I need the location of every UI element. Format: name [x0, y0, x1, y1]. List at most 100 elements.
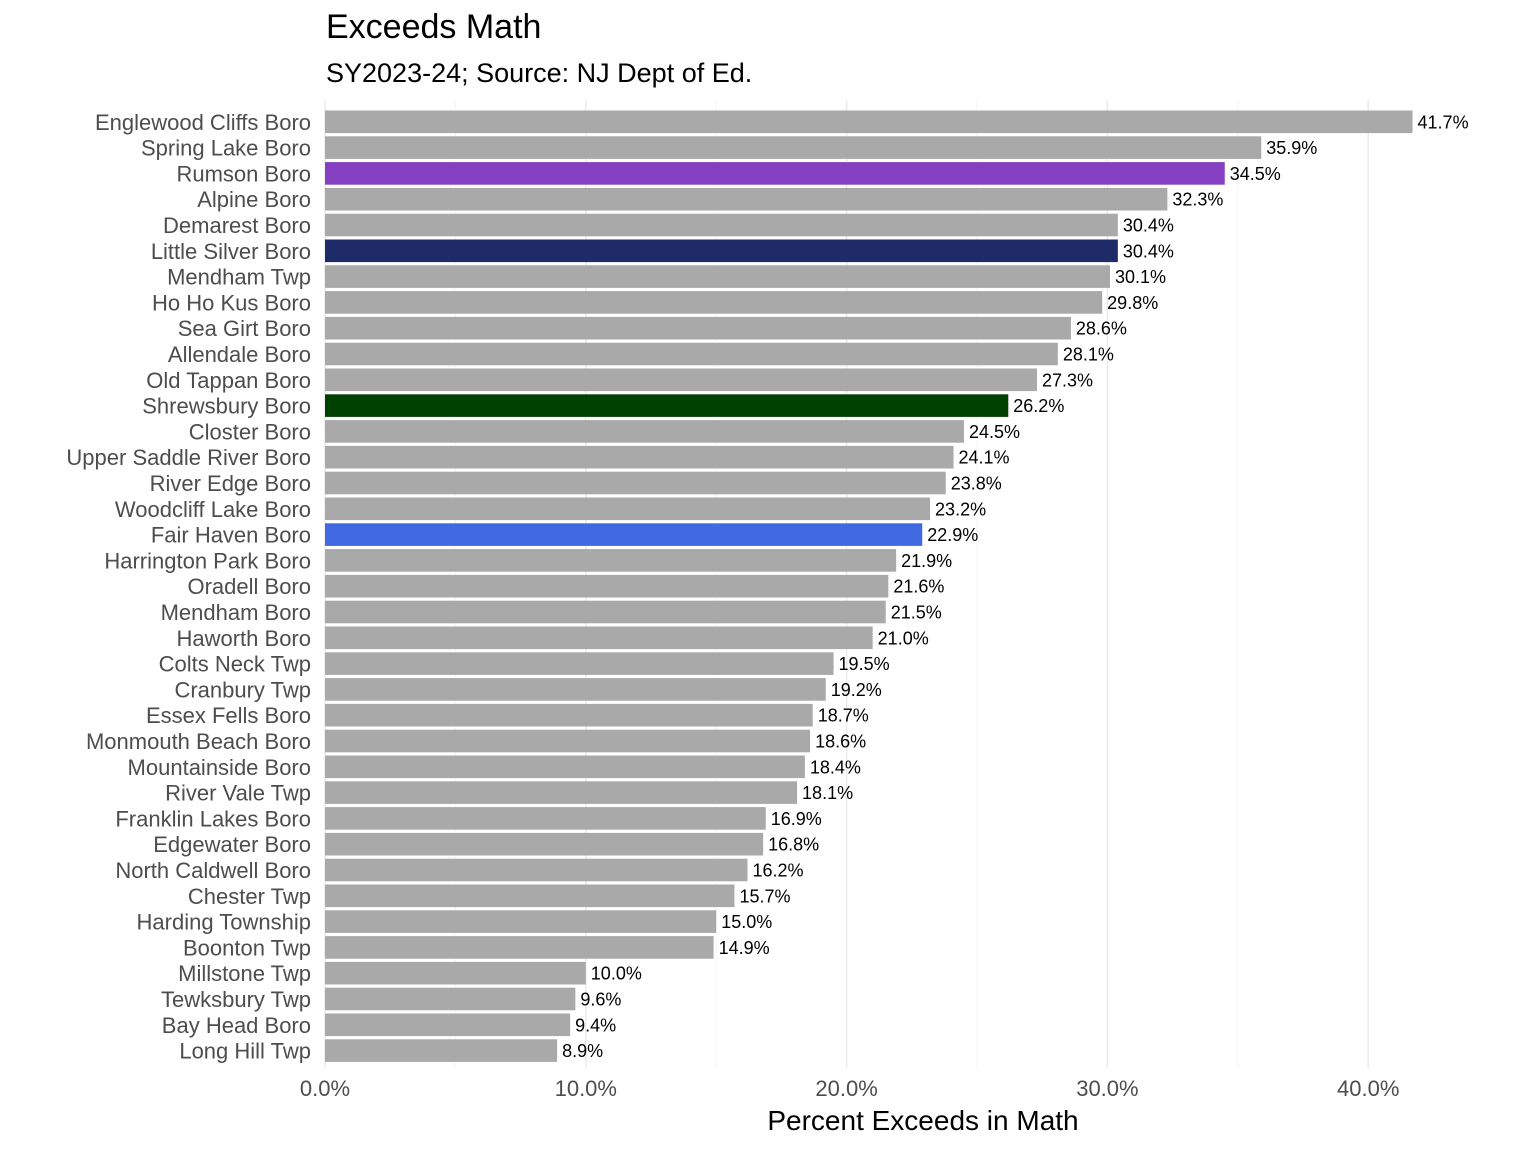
x-tick-label: 40.0%: [1337, 1076, 1399, 1101]
bar: [325, 936, 714, 959]
category-label: Oradell Boro: [187, 574, 311, 599]
data-label: 14.9%: [719, 938, 770, 958]
data-label: 27.3%: [1042, 370, 1093, 390]
data-label: 16.8%: [768, 835, 819, 855]
data-label: 18.7%: [818, 706, 869, 726]
category-label: Harrington Park Boro: [104, 548, 311, 573]
data-label: 18.6%: [815, 732, 866, 752]
category-label: Millstone Twp: [178, 961, 311, 986]
data-label: 28.1%: [1063, 345, 1114, 365]
category-label: Edgewater Boro: [153, 832, 311, 857]
bar: [325, 445, 954, 469]
data-label: 26.2%: [1013, 396, 1064, 416]
data-label: 23.2%: [935, 499, 986, 519]
category-label: Haworth Boro: [176, 626, 311, 651]
category-label: Mendham Boro: [161, 600, 311, 625]
data-label: 35.9%: [1266, 138, 1317, 158]
x-tick-label: 10.0%: [555, 1076, 617, 1101]
x-tick-labels: 0.0% 10.0% 20.0% 30.0% 40.0%: [300, 1076, 1399, 1101]
category-label: Sea Girt Boro: [178, 316, 311, 341]
data-label: 10.0%: [591, 964, 642, 984]
data-label: 24.5%: [969, 422, 1020, 442]
category-label: Essex Fells Boro: [146, 703, 311, 728]
bar: [325, 265, 1111, 288]
category-label: Upper Saddle River Boro: [66, 445, 311, 470]
data-label: 30.4%: [1123, 216, 1174, 236]
category-label: Ho Ho Kus Boro: [152, 290, 311, 315]
bar: [325, 626, 873, 650]
bar: [325, 213, 1118, 237]
bar: [325, 987, 576, 1011]
data-label: 21.9%: [901, 551, 952, 571]
data-label: 29.8%: [1107, 293, 1158, 313]
category-label: Monmouth Beach Boro: [86, 729, 311, 754]
category-label: Demarest Boro: [163, 213, 311, 238]
category-label: Closter Boro: [189, 419, 311, 444]
chart-subtitle: SY2023-24; Source: NJ Dept of Ed.: [326, 58, 753, 88]
data-label: 15.7%: [739, 886, 790, 906]
chart-title: Exceeds Math: [326, 8, 542, 46]
category-label: Mendham Twp: [167, 265, 311, 290]
data-label: 15.0%: [721, 912, 772, 932]
category-label: Mountainside Boro: [128, 755, 311, 780]
category-label: Chester Twp: [188, 884, 311, 909]
bar: [325, 420, 964, 443]
bar: [325, 910, 717, 933]
data-label: 22.9%: [927, 525, 978, 545]
category-label: Rumson Boro: [176, 161, 311, 186]
data-label: 41.7%: [1418, 112, 1469, 132]
bar: [325, 136, 1262, 159]
data-label: 19.2%: [831, 680, 882, 700]
data-label: 21.5%: [891, 603, 942, 623]
category-label: Little Silver Boro: [151, 239, 311, 264]
category-label: Cranbury Twp: [174, 677, 311, 702]
category-label: Tewksbury Twp: [161, 987, 311, 1012]
x-tick-label: 30.0%: [1076, 1076, 1138, 1101]
bar: [325, 858, 748, 882]
category-label: Spring Lake Boro: [141, 136, 311, 161]
bar: [325, 239, 1118, 263]
category-label: Long Hill Twp: [179, 1039, 311, 1064]
category-label: River Vale Twp: [165, 781, 311, 806]
bar: [325, 342, 1058, 366]
data-label: 9.4%: [575, 1015, 616, 1035]
category-label: Fair Haven Boro: [151, 523, 311, 548]
category-label: Harding Township: [137, 910, 311, 935]
category-label: Alpine Boro: [197, 187, 311, 212]
bar: [325, 523, 923, 546]
data-label: 8.9%: [562, 1041, 603, 1061]
bar: [325, 884, 735, 908]
category-label: Old Tappan Boro: [146, 368, 311, 393]
bar: [325, 729, 811, 753]
bar: [325, 755, 805, 779]
data-label: 18.1%: [802, 783, 853, 803]
data-label: 16.2%: [752, 861, 803, 881]
bar: [325, 678, 826, 701]
data-label: 24.1%: [959, 448, 1010, 468]
bar: [325, 162, 1225, 185]
bar: [325, 1013, 571, 1037]
category-label: Shrewsbury Boro: [142, 394, 311, 419]
bar: [325, 291, 1103, 314]
x-axis-title: Percent Exceeds in Math: [767, 1105, 1078, 1136]
bar: [325, 471, 946, 495]
bar: [325, 652, 834, 675]
bar: [325, 549, 897, 572]
data-label: 30.4%: [1123, 241, 1174, 261]
bar: [325, 703, 813, 727]
bar: [325, 1039, 558, 1062]
data-label: 30.1%: [1115, 267, 1166, 287]
data-label: 21.0%: [878, 628, 929, 648]
category-label: North Caldwell Boro: [115, 858, 311, 883]
bars: [325, 110, 1413, 1062]
bar: [325, 368, 1037, 392]
bar: [325, 316, 1071, 340]
category-label: Colts Neck Twp: [159, 652, 311, 677]
data-label: 32.3%: [1172, 190, 1223, 210]
data-label: 21.6%: [893, 577, 944, 597]
bar: [325, 394, 1009, 417]
bar: [325, 187, 1168, 211]
category-label: Englewood Cliffs Boro: [95, 110, 311, 135]
